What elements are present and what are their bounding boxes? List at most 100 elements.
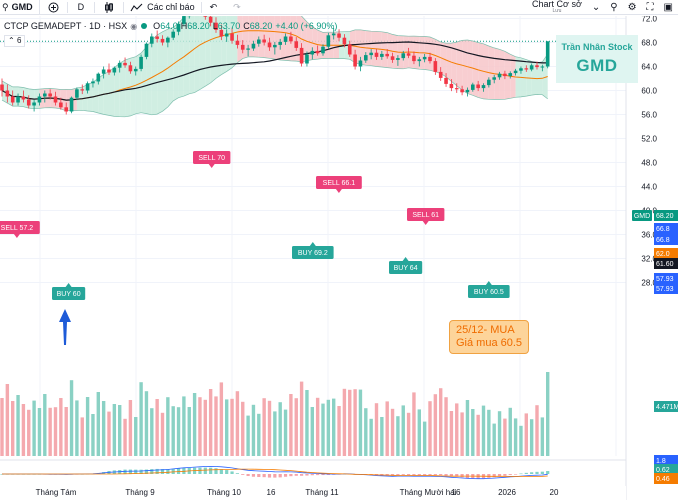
eye-icon[interactable]: ◉ bbox=[130, 21, 138, 31]
band-segment bbox=[232, 16, 238, 68]
market-status-dot bbox=[141, 23, 148, 29]
redo-icon: ↷ bbox=[233, 1, 241, 12]
price-label-value: 57.93 bbox=[656, 286, 674, 293]
candle-body bbox=[444, 77, 448, 84]
histogram-bar bbox=[524, 472, 528, 474]
price-label-value: 4.471M bbox=[656, 404, 678, 411]
arrow-up-icon bbox=[59, 309, 71, 345]
candle-body bbox=[117, 62, 122, 68]
compare-button[interactable] bbox=[40, 0, 67, 15]
volume-bar bbox=[155, 399, 159, 456]
interval-button[interactable]: D bbox=[77, 2, 85, 12]
histogram-bar bbox=[423, 474, 427, 476]
price-chart[interactable]: SELL 57.2 BUY 60 SELL 70 SELL 66.1 BUY 69.2 B… bbox=[0, 16, 678, 500]
volume-bar bbox=[358, 389, 363, 456]
histogram-bar bbox=[326, 474, 330, 476]
sell-signal-label: SELL 70 bbox=[198, 155, 225, 162]
candle-body bbox=[460, 89, 464, 93]
volume-bar bbox=[497, 411, 502, 456]
camera-icon[interactable]: ▣ bbox=[663, 2, 673, 13]
volume-bar bbox=[433, 394, 438, 456]
volume-bar bbox=[465, 400, 470, 456]
symbol-search[interactable]: ⚲ GMD bbox=[0, 0, 40, 15]
volume-bar bbox=[289, 394, 293, 456]
sell-signal-label: SELL 57.2 bbox=[1, 225, 34, 232]
candle-body bbox=[540, 66, 545, 68]
volume-bar bbox=[203, 399, 207, 456]
candle-body bbox=[369, 52, 373, 56]
price-axis[interactable]: 100.096.092.088.084.080.076.072.068.064.… bbox=[625, 16, 678, 500]
volume-bar bbox=[364, 408, 368, 456]
candle-body bbox=[406, 53, 411, 56]
chart-type-button[interactable] bbox=[95, 0, 123, 15]
histogram-bar bbox=[449, 474, 453, 477]
note-line-2: Giá mua 60.5 bbox=[456, 337, 523, 349]
histogram-bar bbox=[0, 474, 4, 475]
volume-bar bbox=[417, 409, 421, 456]
histogram-bar bbox=[262, 474, 266, 478]
histogram-bar bbox=[428, 474, 432, 476]
quick-search-icon[interactable]: ⚲ bbox=[610, 2, 618, 13]
buy-note: 25/12- MUA Giá mua 60.5 bbox=[449, 320, 529, 354]
band-segment bbox=[183, 16, 190, 97]
band-segment bbox=[205, 16, 211, 87]
volume-bar bbox=[53, 407, 58, 456]
price-label-box bbox=[654, 473, 678, 484]
volume-bar bbox=[48, 407, 52, 456]
histogram-bar bbox=[176, 468, 181, 474]
band-segment bbox=[451, 42, 457, 86]
band-segment bbox=[119, 60, 126, 117]
price-label-box bbox=[654, 283, 678, 294]
candle-body bbox=[519, 68, 523, 71]
histogram-bar bbox=[235, 473, 239, 474]
volume-bar bbox=[353, 389, 357, 456]
fullscreen-icon[interactable]: ⛶ bbox=[646, 2, 654, 13]
volume-bar bbox=[273, 411, 277, 456]
histogram-bar bbox=[369, 474, 373, 475]
volume-bar bbox=[107, 411, 111, 456]
histogram-bar bbox=[546, 470, 550, 474]
volume-bar bbox=[198, 397, 202, 456]
candle-body bbox=[390, 56, 395, 60]
histogram-bar bbox=[155, 468, 159, 474]
volume-bar bbox=[348, 389, 352, 456]
histogram-bar bbox=[123, 469, 127, 474]
candle-body bbox=[289, 36, 293, 42]
histogram-bar bbox=[503, 474, 507, 476]
volume-bar bbox=[160, 412, 165, 456]
volume-bar bbox=[214, 396, 218, 456]
buy-signal-label: BUY 60.5 bbox=[474, 289, 504, 296]
toolbar-divider bbox=[200, 1, 202, 13]
volume-bar bbox=[91, 414, 95, 456]
volume-bars bbox=[0, 372, 550, 456]
volume-bar bbox=[369, 418, 373, 456]
histogram-bar bbox=[417, 474, 421, 476]
candle-body bbox=[128, 65, 133, 72]
candle-body bbox=[208, 16, 213, 23]
indicators-icon bbox=[130, 3, 143, 11]
volume-bar bbox=[471, 409, 475, 456]
time-tick: 20 bbox=[550, 488, 559, 497]
candle-body bbox=[513, 70, 518, 74]
price-label-value: 0.62 bbox=[656, 467, 670, 474]
indicators-button[interactable]: Các chỉ báo bbox=[124, 0, 201, 15]
histogram-bar bbox=[139, 469, 143, 474]
add-symbol-icon bbox=[48, 2, 59, 12]
time-tick: Tháng 9 bbox=[125, 488, 155, 497]
volume-bar bbox=[187, 407, 191, 456]
indicators-toggle[interactable]: ⌃ 6 bbox=[4, 35, 26, 47]
redo-button[interactable]: ↷ bbox=[225, 0, 249, 15]
time-axis[interactable]: Tháng Tám Tháng 9 Tháng 10 16 Tháng 11 Tháng … bbox=[0, 486, 626, 500]
buy-signal-tag bbox=[468, 285, 510, 298]
chevron-down-icon[interactable]: ⌄ bbox=[591, 2, 601, 13]
gear-icon[interactable]: ⚙ bbox=[627, 2, 637, 13]
histogram-bar bbox=[219, 469, 223, 474]
buy-signal-tag bbox=[389, 261, 423, 274]
undo-button[interactable]: ↶ bbox=[202, 0, 226, 15]
layout-menu[interactable]: Chart Cơ sở Lưu bbox=[527, 0, 587, 15]
candle-body bbox=[5, 90, 10, 97]
candle-body bbox=[10, 96, 15, 103]
candle-body bbox=[433, 61, 438, 72]
candle-body bbox=[214, 22, 218, 30]
candle-body bbox=[273, 44, 277, 48]
